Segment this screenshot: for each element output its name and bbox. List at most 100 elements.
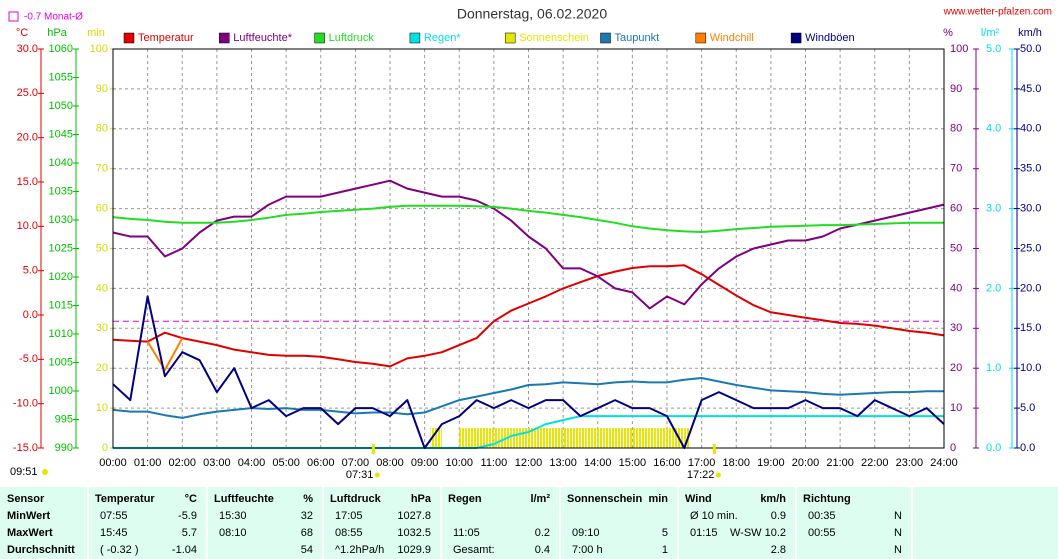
sunshine-bar	[678, 428, 685, 448]
table-cell: 0.2	[534, 527, 550, 539]
y-tick-label: 1020	[49, 271, 73, 283]
sunshine-bar	[557, 428, 564, 448]
x-tick-label: 09:00	[411, 457, 439, 469]
y-tick-label: 1010	[49, 328, 73, 340]
y-tick-label: 0.0	[23, 309, 38, 321]
axis-unit: min	[87, 27, 105, 39]
y-tick-label: 50.0	[1020, 43, 1041, 55]
sunshine-bar	[591, 428, 598, 448]
table-cell: W-SW 10.2	[729, 527, 786, 539]
y-tick-label: 30	[96, 322, 108, 334]
table-cell: hPa	[410, 493, 431, 505]
x-tick-label: 15:00	[619, 457, 647, 469]
table-cell: Sonnenschein	[567, 493, 643, 505]
y-tick-label: 90	[950, 83, 962, 95]
sunshine-bar	[615, 428, 621, 448]
table-cell: 1032.5	[397, 527, 431, 539]
series-line	[112, 264, 945, 368]
legend-label: Luftfeuchte*	[233, 32, 292, 44]
y-tick-label: 25.0	[17, 87, 38, 99]
y-tick-label: 60	[950, 203, 962, 215]
x-tick-label: 13:00	[549, 457, 577, 469]
table-separator	[559, 487, 561, 559]
y-tick-label: 1000	[49, 385, 73, 397]
table-cell: 08:55	[335, 527, 363, 539]
table-cell: N	[894, 527, 902, 539]
legend-swatch	[409, 32, 421, 44]
y-tick-label: 0	[102, 442, 108, 454]
y-tick-label: 1015	[49, 299, 73, 311]
reference-icon	[8, 11, 19, 22]
axis-unit: km/h	[1018, 27, 1042, 39]
sunshine-bar	[672, 428, 679, 448]
axis-unit: l/m²	[981, 27, 1000, 39]
table-cell: 08:10	[219, 527, 247, 539]
sunshine-bar	[609, 428, 615, 448]
series-line	[112, 204, 944, 233]
table-cell: Richtung	[803, 493, 851, 505]
table-cell: MaxWert	[7, 527, 53, 539]
series-line	[112, 295, 945, 449]
table-cell: -5.9	[178, 510, 197, 522]
sunrise-icon	[374, 472, 380, 478]
x-tick-label: 24:00	[930, 457, 958, 469]
x-tick-label: 06:00	[307, 457, 335, 469]
table-cell: N	[894, 544, 902, 556]
sunshine-bar	[574, 428, 581, 448]
sunshine-bar	[638, 428, 645, 448]
legend-swatch	[314, 32, 325, 44]
time-label: 09:51	[10, 466, 38, 478]
table-cell: 1027.8	[397, 510, 431, 522]
sunshine-bar	[586, 428, 593, 448]
table-cell: l/m²	[530, 493, 550, 505]
y-tick-label: 1035	[49, 185, 73, 197]
x-tick-label: 00:00	[99, 457, 127, 469]
y-tick-label: 100	[90, 43, 108, 55]
legend-label: Luftdruck	[329, 32, 375, 44]
y-tick-label: 25.0	[1020, 242, 1041, 254]
table-separator	[322, 487, 324, 559]
table-cell: Gesamt:	[453, 544, 495, 556]
sunshine-bar	[511, 428, 517, 448]
x-tick-label: 01:00	[134, 457, 162, 469]
y-tick-label: 3.0	[986, 203, 1001, 215]
y-tick-label: 60	[96, 203, 108, 215]
x-tick-label: 03:00	[203, 457, 231, 469]
x-tick-label: 05:00	[272, 457, 300, 469]
sunshine-bar	[551, 428, 558, 448]
table-cell: 1	[661, 544, 668, 556]
axis-unit: °C	[16, 27, 28, 39]
table-cell: 2.8	[770, 544, 786, 556]
sunshine-bar	[470, 428, 477, 448]
table-cell: 68	[300, 527, 313, 539]
sunshine-bar	[643, 428, 650, 448]
y-tick-label: 50	[96, 242, 108, 254]
sunshine-bar	[436, 428, 442, 448]
table-separator	[206, 487, 208, 559]
y-tick-label: 30	[950, 322, 962, 334]
sunshine-bar	[563, 428, 569, 448]
series-line	[146, 337, 184, 371]
table-cell: Wind	[685, 493, 712, 505]
table-cell: Durchschnitt	[7, 544, 75, 556]
sun-icon	[42, 469, 48, 475]
sunshine-bar	[522, 428, 529, 448]
sunshine-bar	[569, 428, 575, 448]
sunshine-bar	[476, 428, 483, 448]
table-cell: 01:15	[690, 527, 718, 539]
y-tick-label: 45.0	[1020, 83, 1041, 95]
sunshine-bar	[487, 428, 494, 448]
sunshine-bar	[661, 428, 667, 448]
table-cell: 1029.9	[397, 544, 431, 556]
sunshine-bar	[603, 428, 610, 448]
y-tick-label: 50	[950, 242, 962, 254]
axis-unit: %	[943, 27, 953, 39]
y-tick-label: 15.0	[17, 176, 38, 188]
legend-label: Taupunkt	[615, 32, 660, 44]
plot-border	[112, 48, 945, 449]
table-cell: 5.7	[181, 527, 197, 539]
sunset-label: 17:22	[687, 469, 715, 481]
table-cell: 5	[661, 527, 668, 539]
sunshine-bar	[482, 428, 489, 448]
y-tick-label: 10	[96, 402, 108, 414]
